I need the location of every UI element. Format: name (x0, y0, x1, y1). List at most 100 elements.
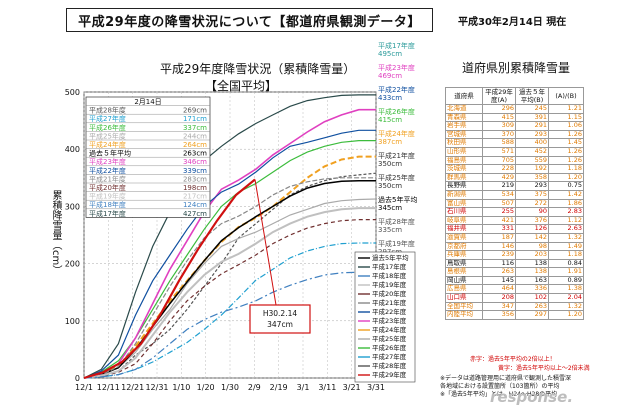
value-box-value: 269cm (183, 107, 207, 115)
table-cell: 1.26 (548, 146, 584, 157)
table-cell: 534 (482, 189, 516, 200)
table-cell: 内陸平均 (445, 310, 483, 320)
table-cell: 255 (482, 207, 516, 217)
table-cell: 岩手県 (445, 121, 483, 131)
value-box-value: 217cm (183, 193, 207, 201)
value-box-name: 平成20年度 (89, 183, 126, 192)
value-box-name: 平成22年度 (89, 166, 126, 175)
table-cell: 297 (515, 310, 549, 320)
end-label-name: 平成25年度 (378, 173, 415, 182)
callout-line1: H30.2.14 (263, 309, 297, 318)
table-cell: 356 (482, 310, 516, 320)
end-label-name: 平成22年度 (378, 85, 415, 94)
table-cell: 山口県 (445, 293, 483, 303)
prefecture-table: 道府県 平成29年度(A) 過去５年平均(B) (A)/(B) 北海道 296 24… (445, 87, 584, 320)
table-cell: 309 (482, 121, 516, 131)
x-tick-label: 2/19 (270, 383, 288, 392)
value-box-value: 263cm (183, 150, 207, 158)
end-label-value: 415cm (378, 116, 402, 124)
table-cell: 239 (482, 250, 516, 260)
table-header: 平成29年度(A) (482, 87, 516, 105)
table-header-row: 道府県 平成29年度(A) 過去５年平均(B) (A)/(B) (445, 87, 584, 105)
series-line (83, 198, 377, 379)
footnote: 各地域における設置箇所（103箇所）の平均 (440, 383, 560, 390)
table-cell: 1.20 (548, 310, 584, 320)
table-row: 広島県 464 336 1.38 (445, 284, 584, 295)
table-header: 道府県 (445, 87, 483, 105)
end-label-value: 469cm (378, 72, 402, 80)
table-cell: 北海道 (445, 104, 483, 114)
value-box-name: 平成26年度 (89, 123, 126, 132)
table-cell: 1.32 (548, 232, 584, 243)
end-label-name: 平成19年度 (378, 239, 415, 248)
end-label-name: 平成23年度 (378, 63, 415, 72)
note-red: 赤字：過去5年平均の2倍以上！ (470, 356, 556, 363)
table-cell: 296 (482, 104, 516, 114)
value-box-value: 427cm (183, 210, 207, 218)
x-tick-label: 12/31 (145, 383, 168, 392)
end-label-value: 335cm (378, 226, 402, 234)
note-yellow: 黄字：過去5年平均以上～2倍未満 (498, 365, 590, 372)
header-title: 平成29年度の降雪状況について【都道府県観測データ】 (78, 15, 421, 30)
value-box-name: 平成23年度 (89, 157, 126, 166)
callout-leader (254, 179, 277, 306)
legend-entry: 平成19年度 (372, 280, 407, 289)
current-year-line (83, 178, 256, 380)
y-tick-label: 0 (75, 374, 80, 383)
series-line (83, 94, 376, 379)
table-cell: 1.42 (548, 189, 584, 200)
table-cell: 新潟県 (445, 189, 483, 200)
snowfall-chart: 0 100 200 300 400 500 12/1 12/11 12/21 12/31 1/10 1… (65, 41, 418, 392)
end-label-name: 平成26年度 (378, 107, 415, 116)
watermark-logo: response. (490, 388, 574, 406)
table-header: (A)/(B) (548, 87, 584, 105)
footnotes: ※データは道路管理用に道府県で観測した積雪深 各地域における設置箇所（103箇所… (440, 375, 571, 399)
x-tick-label: 12/11 (97, 383, 120, 392)
table-cell: 滋賀県 (445, 232, 483, 243)
table-cell: 2.04 (548, 293, 584, 303)
value-box-name: 平成28年度 (89, 106, 126, 115)
y-axis-label: 累積降雪量（cm） (50, 190, 61, 276)
chart-subtitle: 【全国平均】 (205, 79, 278, 93)
footnote: ※「過去5年平均」とは、H24～H28の平均 (440, 391, 558, 398)
end-label-name: 平成21年度 (378, 151, 415, 160)
table-row: 石川県 255 90 2.83 (445, 207, 584, 217)
end-label-value: 350cm (378, 160, 402, 168)
table-cell: 1.06 (548, 121, 584, 131)
legend-entry: 平成17年度 (372, 262, 407, 271)
end-label-name: 平成17年度 (378, 41, 415, 50)
table-cell: 102 (515, 293, 549, 303)
legend-entry: 平成23年度 (372, 316, 407, 325)
table-cell: 375 (515, 189, 549, 200)
header-title-box: 平成29年度の降雪状況について【都道府県観測データ】 (66, 8, 433, 32)
y-tick-label: 400 (65, 145, 80, 154)
y-tick-label: 500 (65, 88, 80, 97)
callout-box (249, 304, 311, 334)
table-row: 茨城県 228 192 1.18 (445, 164, 584, 174)
table-cell: 2.83 (548, 207, 584, 217)
table-cell: 452 (515, 146, 549, 157)
value-box-value: 264cm (183, 141, 207, 149)
table-row: 岩手県 309 291 1.06 (445, 121, 584, 131)
value-box-name: 平成27年度 (89, 114, 126, 123)
x-tick-label: 3/31 (367, 383, 385, 392)
table-cell: 245 (515, 104, 549, 114)
legend-entry: 平成25年度 (372, 334, 407, 343)
legend-entry: 平成29年度 (372, 370, 407, 379)
table-row: 内陸平均 356 297 1.20 (445, 310, 584, 320)
series-line (83, 172, 377, 379)
callout-line2: 347cm (267, 320, 293, 329)
series-line (83, 177, 376, 379)
table-row: 兵庫県 239 203 1.18 (445, 250, 584, 260)
table-row: 北海道 296 245 1.21 (445, 104, 584, 114)
table-cell: 192 (515, 164, 549, 174)
x-tick-label: 1/10 (172, 383, 190, 392)
legend-entry: 平成21年度 (372, 298, 407, 307)
end-label-name: 過去5年平均 (378, 195, 417, 204)
legend-box (354, 251, 416, 383)
value-box-value: 171cm (183, 115, 207, 123)
end-label-name: 平成28年度 (378, 217, 415, 226)
value-box-value: 346cm (183, 158, 207, 166)
table-header: 過去５年平均(B) (515, 87, 549, 105)
table-cell: 1.18 (548, 250, 584, 260)
